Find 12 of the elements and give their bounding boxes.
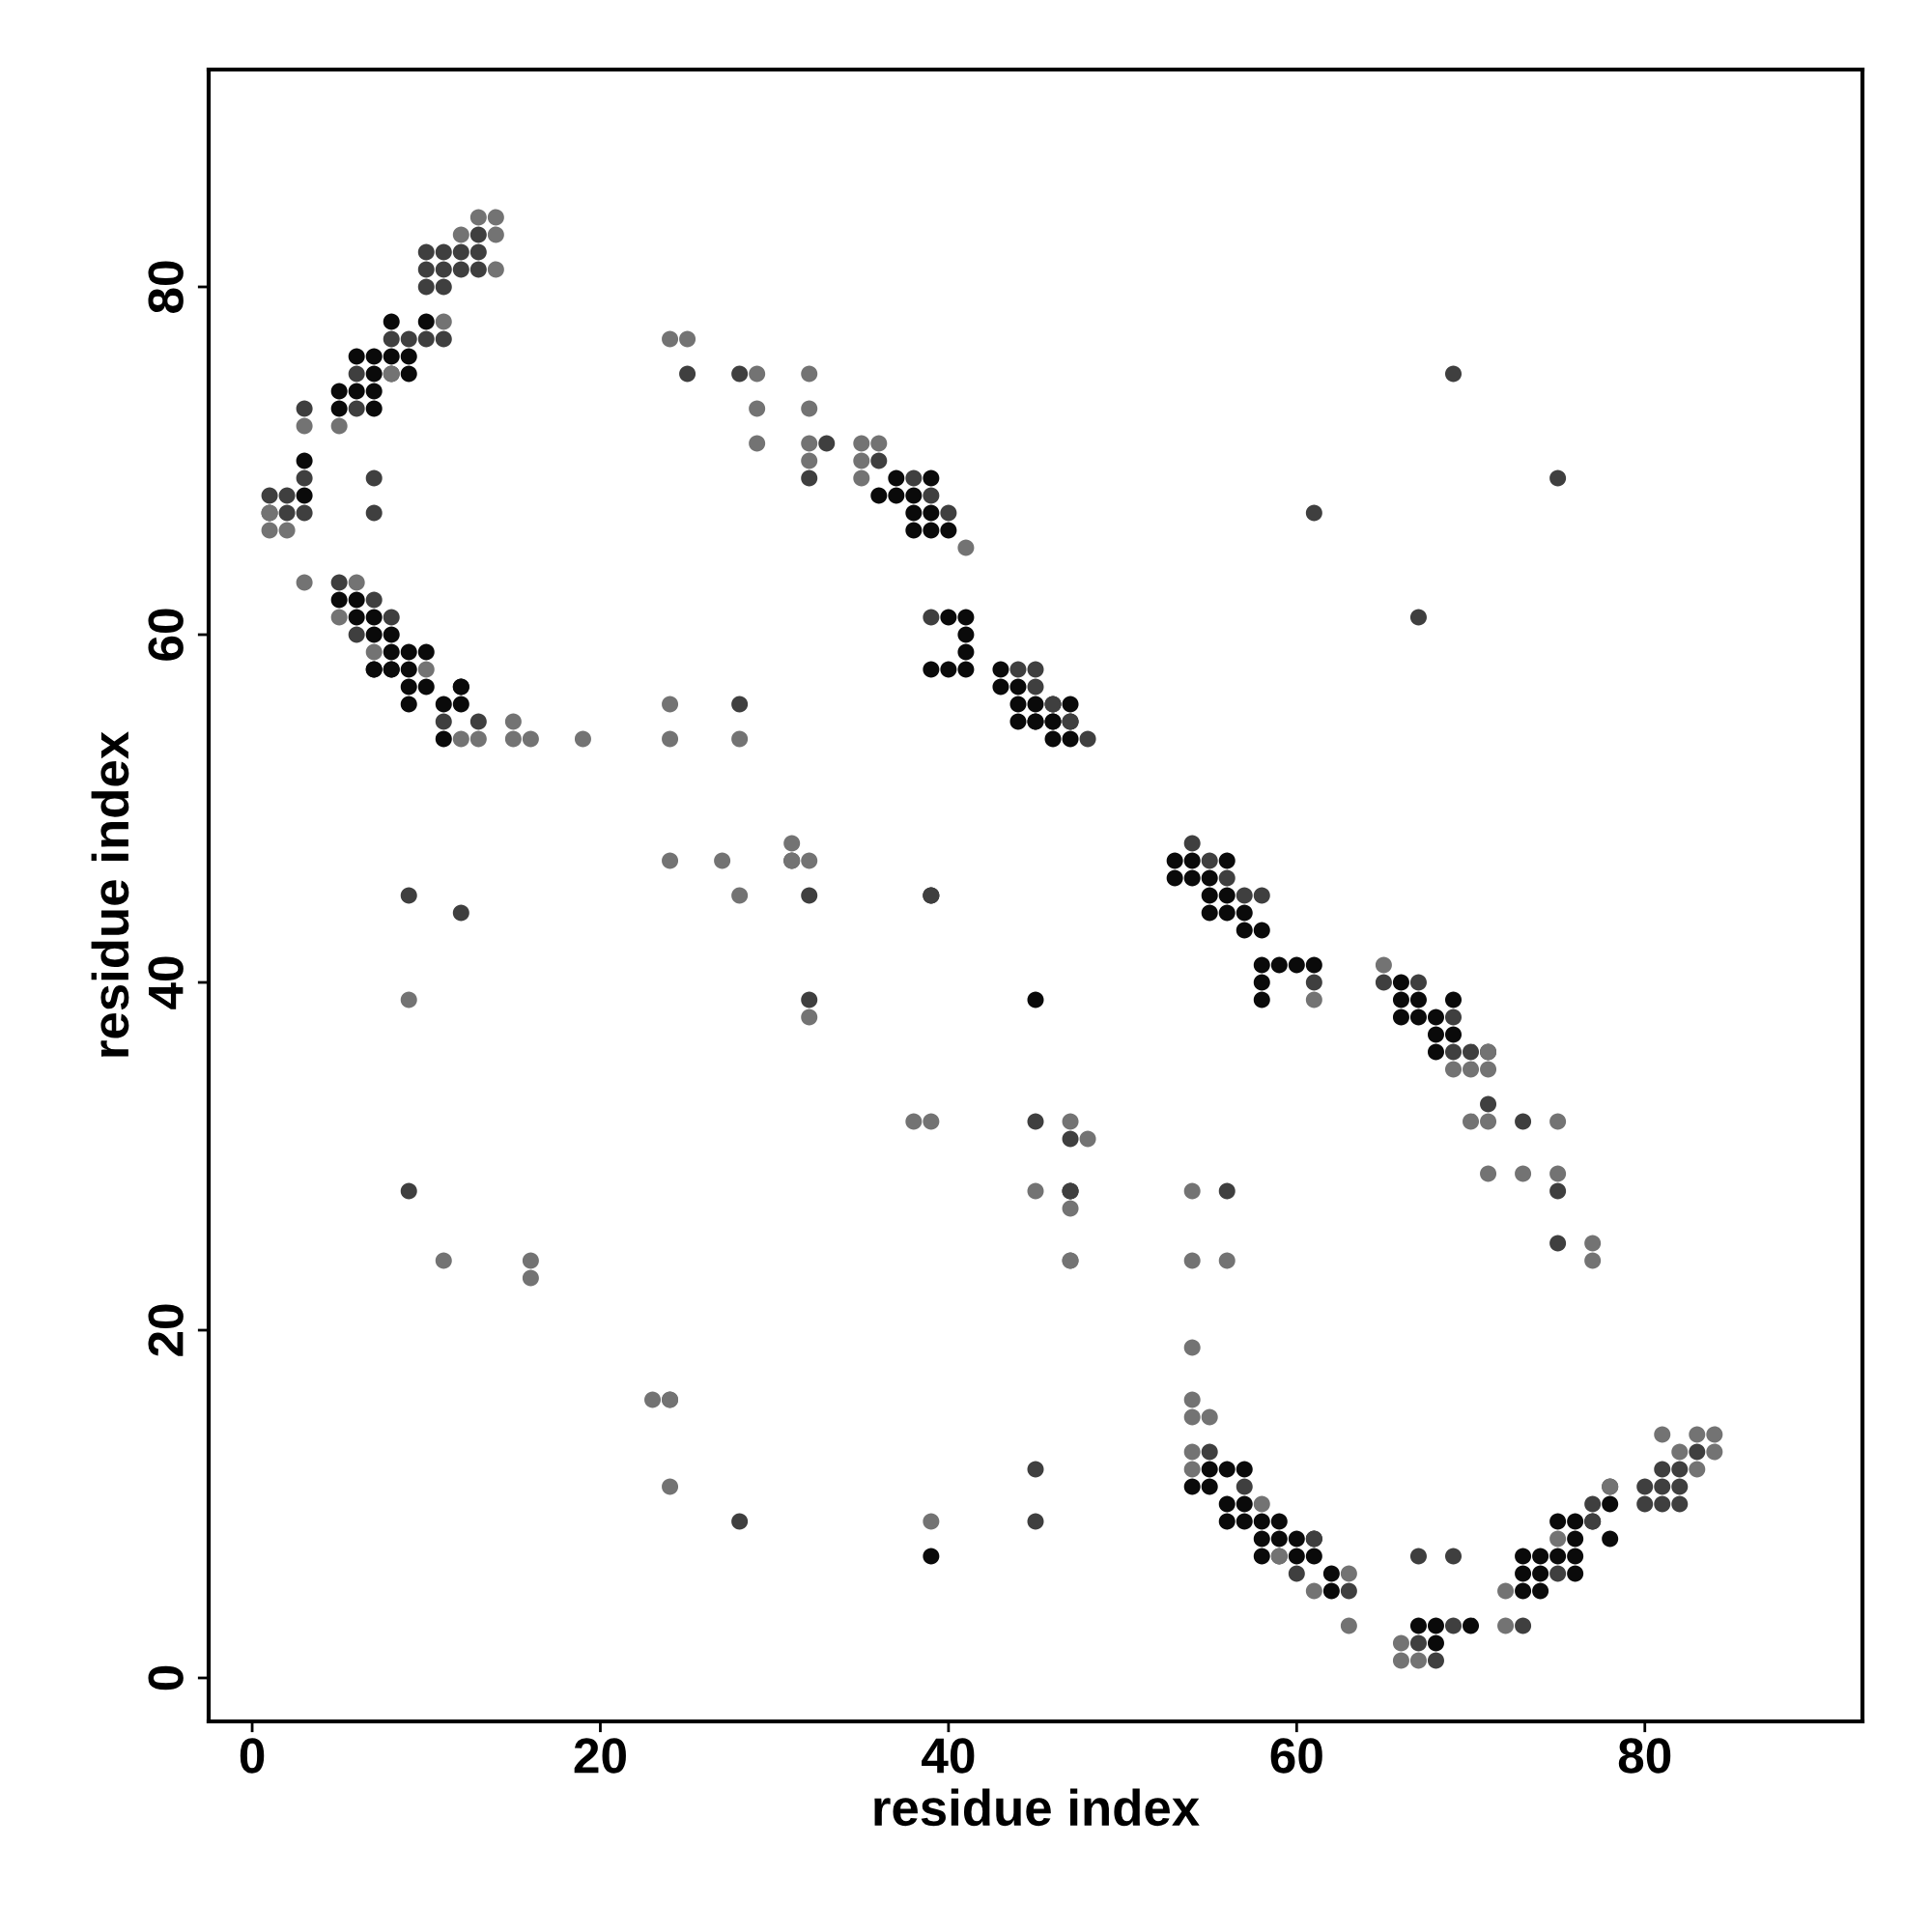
- x-axis-title: residue index: [874, 1788, 1200, 1827]
- y-tick-label: 80: [148, 261, 184, 313]
- x-tick-label: 20: [574, 1738, 626, 1774]
- y-tick-label: 20: [148, 1304, 184, 1356]
- x-tick-label: 0: [240, 1738, 265, 1774]
- y-tick-label: 0: [148, 1665, 184, 1690]
- x-tick-label: 60: [1270, 1738, 1322, 1774]
- x-tick-label: 80: [1618, 1738, 1671, 1774]
- y-tick-label: 60: [148, 609, 184, 661]
- y-axis-title: residue index: [91, 731, 129, 1057]
- x-tick-label: 40: [922, 1738, 975, 1774]
- y-tick-label: 40: [148, 956, 184, 1009]
